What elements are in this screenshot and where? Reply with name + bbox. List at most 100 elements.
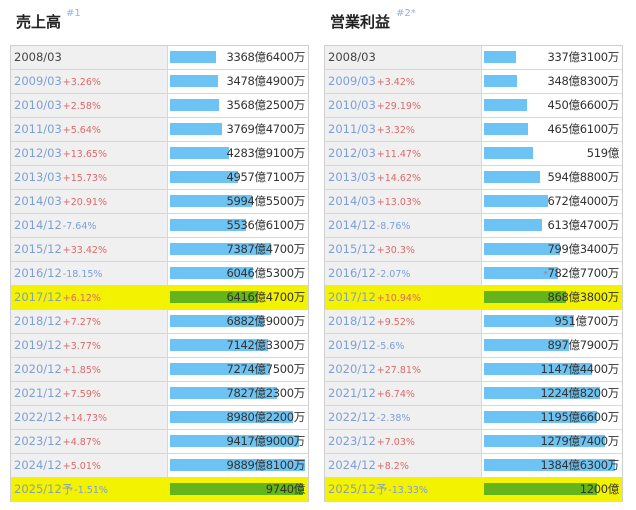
- period-cell: 2021/12+7.59%: [11, 382, 168, 405]
- value-bar: [170, 411, 293, 423]
- change-percent: +29.19%: [376, 101, 421, 112]
- change-percent: +33.42%: [62, 245, 107, 256]
- value-cell: 594億8800万: [547, 166, 619, 189]
- value-bar: [484, 291, 566, 303]
- table-row: 2014/03+13.03% 672億4000万: [325, 190, 622, 214]
- period-date: 2014/03: [14, 194, 62, 208]
- period-cell: 2016/12-18.15%: [11, 262, 168, 285]
- value-text: 8980億2200万: [226, 410, 305, 424]
- change-percent: +5.64%: [62, 125, 101, 136]
- value-bar: [484, 51, 516, 63]
- table-row: 2025/12予-13.33% 1200億: [325, 478, 622, 502]
- table-row: 2014/03+20.91% 5994億5500万: [11, 190, 308, 214]
- table-row: 2009/03+3.42% 348億8300万: [325, 70, 622, 94]
- change-percent: -2.07%: [376, 269, 411, 280]
- period-date: 2014/03: [328, 194, 376, 208]
- value-bar: [170, 387, 277, 399]
- period-cell: 2023/12+7.03%: [325, 430, 482, 453]
- period-cell: 2012/03+13.65%: [11, 142, 168, 165]
- value-bar: [170, 363, 270, 375]
- value-cell: 9740億: [266, 478, 306, 501]
- value-text: 6882億9000万: [226, 314, 305, 328]
- value-cell: 7827億2300万: [226, 382, 305, 405]
- sales-footnote-link[interactable]: #1: [66, 8, 81, 19]
- period-date: 2009/03: [328, 74, 376, 88]
- value-bar: [170, 459, 305, 471]
- sales-title: 売上高: [16, 13, 62, 31]
- value-text: 594億8800万: [547, 170, 619, 184]
- period-cell: 2022/12-2.38%: [325, 406, 482, 429]
- period-date: 2008/03: [328, 50, 376, 64]
- period-cell: 2024/12+5.01%: [11, 454, 168, 477]
- change-percent: -5.6%: [376, 341, 405, 352]
- value-text: 1195億6600万: [540, 410, 619, 424]
- period-date: 2015/12: [328, 242, 376, 256]
- table-row: 2017/12+10.94% 868億3800万: [325, 286, 622, 310]
- period-date: 2017/12: [328, 290, 376, 304]
- table-row: 2025/12予-1.51% 9740億: [11, 478, 308, 502]
- period-cell: 2014/12-7.64%: [11, 214, 168, 237]
- value-cell: 951億700万: [555, 310, 620, 333]
- table-row: 2011/03+5.64% 3769億4700万: [11, 118, 308, 142]
- period-date: 2018/12: [328, 314, 376, 328]
- value-cell: 3368億6400万: [226, 46, 305, 69]
- value-bar: [170, 339, 268, 351]
- period-date: 2025/12予: [328, 482, 388, 496]
- operating-profit-panel: 営業利益 #2* 2008/03 337億3100万 2009/03+3.42% 34…: [324, 0, 623, 502]
- table-row: 2023/12+4.87% 9417億9000万: [11, 430, 308, 454]
- period-date: 2021/12: [328, 386, 376, 400]
- period-cell: 2013/03+14.62%: [325, 166, 482, 189]
- period-cell: 2020/12+1.85%: [11, 358, 168, 381]
- value-bar: [170, 267, 253, 279]
- value-text: 7274億7500万: [226, 362, 305, 376]
- change-percent: -7.64%: [62, 221, 97, 232]
- table-row: 2016/12-18.15% 6046億5300万: [11, 262, 308, 286]
- period-cell: 2013/03+15.73%: [11, 166, 168, 189]
- value-bar: [170, 123, 222, 135]
- value-cell: 465億6100万: [547, 118, 619, 141]
- value-bar: [484, 147, 533, 159]
- period-cell: 2021/12+6.74%: [325, 382, 482, 405]
- value-cell: 613億4700万: [547, 214, 619, 237]
- period-date: 2014/12: [14, 218, 62, 232]
- period-cell: 2009/03+3.42%: [325, 70, 482, 93]
- table-row: 2009/03+3.26% 3478億4900万: [11, 70, 308, 94]
- value-cell: 337億3100万: [547, 46, 619, 69]
- value-bar: [170, 195, 252, 207]
- table-row: 2013/03+15.73% 4957億7100万: [11, 166, 308, 190]
- table-row: 2020/12+1.85% 7274億7500万: [11, 358, 308, 382]
- value-text: 7142億3300万: [226, 338, 305, 352]
- period-cell: 2010/03+2.58%: [11, 94, 168, 117]
- value-text: 897億7900万: [547, 338, 619, 352]
- operating-profit-footnote-link[interactable]: #2*: [396, 8, 416, 19]
- period-date: 2014/12: [328, 218, 376, 232]
- table-row: 2017/12+6.12% 6416億4700万: [11, 286, 308, 310]
- table-row: 2021/12+7.59% 7827億2300万: [11, 382, 308, 406]
- table-row: 2019/12+3.77% 7142億3300万: [11, 334, 308, 358]
- table-row: 2014/12-7.64% 5536億6100万: [11, 214, 308, 238]
- value-text: 7827億2300万: [226, 386, 305, 400]
- period-cell: 2019/12+3.77%: [11, 334, 168, 357]
- value-cell: 6416億4700万: [226, 286, 305, 309]
- value-bar: [484, 387, 600, 399]
- period-cell: 2023/12+4.87%: [11, 430, 168, 453]
- table-row: 2019/12-5.6% 897億7900万: [325, 334, 622, 358]
- change-percent: -13.33%: [388, 485, 428, 496]
- change-percent: +3.26%: [62, 77, 101, 88]
- value-cell: 868億3800万: [547, 286, 619, 309]
- value-text: 337億3100万: [547, 50, 619, 64]
- value-text: 1200億: [579, 482, 620, 496]
- period-cell: 2022/12+14.73%: [11, 406, 168, 429]
- table-row: 2012/03+13.65% 4283億9100万: [11, 142, 308, 166]
- period-date: 2009/03: [14, 74, 62, 88]
- period-date: 2019/12: [328, 338, 376, 352]
- period-date: 2012/03: [328, 146, 376, 160]
- period-date: 2012/03: [14, 146, 62, 160]
- value-text: 672億4000万: [547, 194, 619, 208]
- change-percent: +2.58%: [62, 101, 101, 112]
- value-bar: [484, 483, 597, 495]
- value-bar: [484, 459, 615, 471]
- value-cell: 5994億5500万: [226, 190, 305, 213]
- value-cell: 9889億8100万: [226, 454, 305, 477]
- period-date: 2023/12: [14, 434, 62, 448]
